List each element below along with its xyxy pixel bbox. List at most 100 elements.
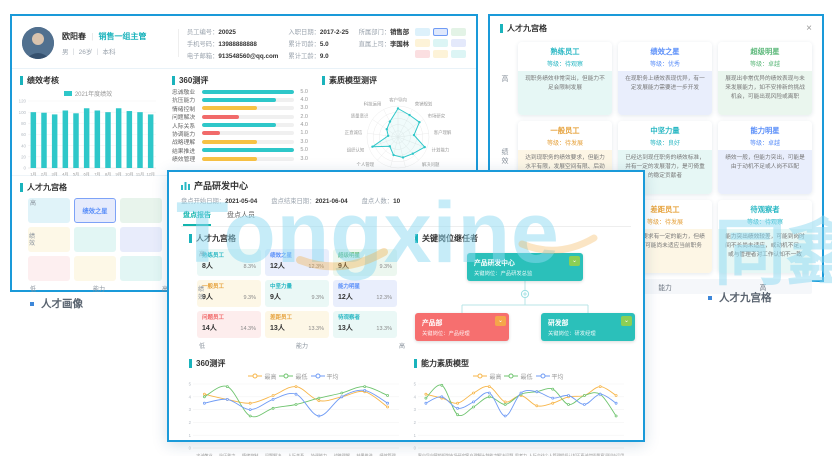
card-name: 待观察者 [338,315,361,321]
field-label: 所属部门： [358,28,391,36]
divider: | [91,31,94,41]
employee-field: 所属部门：销售部 [359,27,409,36]
report-grid-card[interactable]: 待观察者 13人 13.3% [333,311,397,338]
card-name: 绩效之星 [270,253,293,259]
close-icon[interactable]: × [806,22,812,34]
legend-item[interactable]: 最高 [473,372,501,381]
meta-value: 2021-06-04 [315,198,348,205]
quality-model-radar-chart: 客户导向营销规划市场研究客户理解计划能力解决问题思考力人际交往个人管理组织认知正… [314,89,476,186]
legend-item[interactable]: 最低 [279,372,308,381]
svg-text:0: 0 [24,166,27,171]
nine-grid-cell[interactable] [28,227,70,252]
card-count: 12人 [270,263,285,270]
nine-grid-cell[interactable] [120,198,162,223]
nine-grid-card: 熟练员工 等级：待观察 现职务绩效非常突出，但能力不足会限制发展 [518,42,612,115]
svg-text:客户导向: 客户导向 [418,452,434,456]
card-name: 熟练员工 [550,47,580,56]
svg-text:120: 120 [19,99,27,104]
report-grid-card[interactable]: 熟练员工 8人 8.3% [197,249,261,276]
nine-grid-window-title: 人才九宫格 [507,24,547,33]
svg-text:客户理解: 客户理解 [434,129,452,136]
nine-grid-cell[interactable] [120,256,162,281]
nine-grid-cell[interactable] [74,227,116,252]
report-grid-card[interactable]: 绩效之星 12人 12.3% [265,249,329,276]
svg-text:4: 4 [189,394,192,399]
report-eval360-title: 360测评 [196,359,226,368]
meta-label: 盘点开始日期： [181,198,226,205]
svg-text:正直诚信: 正直诚信 [345,129,363,136]
svg-text:组织认知: 组织认知 [560,452,576,456]
legend-marker-icon [535,373,550,379]
svg-text:解决问题: 解决问题 [422,161,440,168]
report-grid-card[interactable]: 能力明星 12人 12.3% [333,280,397,307]
tab-people[interactable]: 盘点人员 [227,212,255,219]
report-grid-card[interactable]: 超级明星 9人 9.3% [333,249,397,276]
tab-report[interactable]: 盘点报告 [183,210,211,226]
card-header: 熟练员工 等级：待观察 [518,42,612,71]
svg-text:2: 2 [414,420,417,425]
card-header: 绩效之星 等级：优秀 [618,42,712,71]
card-percent: 14.3% [240,326,256,332]
axis-performance-label: 绩效 [197,287,204,301]
nine-grid-cell[interactable]: 绩效之星 [74,198,116,223]
report-nine-grid-title: 人才九宫格 [196,234,236,243]
svg-text:个人管理: 个人管理 [357,161,375,168]
legend-label: 平均 [326,374,339,381]
report-grid-card[interactable]: 一般员工 9人 9.3% [197,280,261,307]
axis-high-right-label: 高 [398,344,405,350]
section-bar-icon [414,359,417,368]
expand-icon[interactable]: ⌄ [621,316,632,326]
legend-item[interactable]: 平均 [310,372,339,381]
section-title: 素质模型测评 [314,69,476,89]
nine-grid-cell[interactable] [28,198,70,223]
legend-item[interactable]: 最低 [504,372,533,381]
svg-text:2月: 2月 [41,172,47,177]
svg-text:4: 4 [414,394,417,399]
org-node-name: 产品部 [422,320,443,327]
legend-item[interactable]: 最高 [248,372,276,381]
card-level: 等级：待观察 [746,220,783,226]
report-eval360-section: 360测评 最高 最低 平均 0 1 2 3 4 5 忠诚敬业 抗压能力 情绪控制 问题解决 人际关系 协… [181,352,406,456]
svg-text:计划能力: 计划能力 [432,147,450,154]
eval360-row: 战略理解 3.0 [172,139,308,147]
card-level: 等级：待发展 [646,220,683,226]
expand-icon[interactable]: ⌄ [569,256,580,266]
mini-grid-cell [451,39,466,47]
ability-line-legend: 最高 最低 平均 [406,372,631,381]
expand-icon[interactable]: ⌄ [495,316,506,326]
mini-grid-cell [415,39,430,47]
eval360-fill [201,106,258,111]
report-grid-card[interactable]: 差距员工 13人 13.3% [265,311,329,338]
svg-text:6月: 6月 [84,172,90,177]
nine-grid-cell[interactable] [120,227,162,252]
grid-axis-label: 绩效 [501,149,509,165]
employee-field: 累计工龄：9.0 [288,51,348,60]
legend-item[interactable]: 平均 [535,372,564,381]
report-grid-card[interactable]: 中坚力量 9人 9.3% [265,280,329,307]
eval360-row: 人际关系 4.0 [172,122,308,130]
employee-fields: 员工编号：20025 手机号码：13988888888 电子邮箱：913548560… [187,27,409,60]
card-values: 14人 14.3% [202,323,256,333]
legend-label: 最高 [489,374,502,381]
svg-text:科技运用: 科技运用 [608,452,624,456]
axis-high-label: 高 [759,284,767,292]
report-title-row: 产品研发中心 [181,179,631,192]
eval360-track [201,131,294,136]
card-percent: 13.3% [376,326,392,332]
caption-left-text: 人才画像 [41,298,83,310]
card-count: 8人 [202,263,213,270]
svg-text:9月: 9月 [116,172,122,177]
report-grid-card[interactable]: 问题员工 14人 14.3% [197,311,261,338]
mini-grid-cell [451,50,466,58]
meta-label: 盘点人数： [361,198,394,205]
nine-grid-cell[interactable] [28,256,70,281]
performance-section: 绩效考核 2021年度绩效 0 20 40 60 80 100 120 1月 2月 3月 4月 5月 6… [12,69,164,177]
card-count: 9人 [270,294,281,301]
svg-text:市场研究: 市场研究 [449,452,465,456]
nine-grid-cell[interactable] [74,256,116,281]
svg-text:正直诚信: 正直诚信 [576,452,592,456]
card-name: 待观察者 [750,205,780,214]
axis-ability-label: 能力 [92,287,106,293]
svg-text:5月: 5月 [73,172,79,177]
card-name: 超级明星 [750,47,780,56]
